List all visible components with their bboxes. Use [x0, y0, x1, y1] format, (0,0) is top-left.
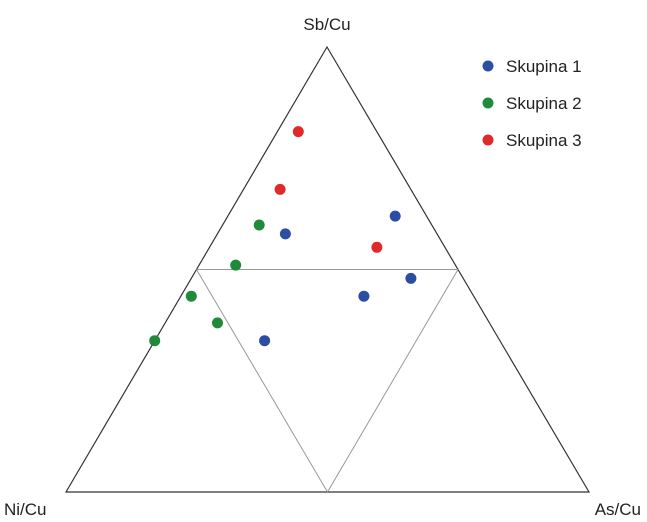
data-point-series-2-3: [185, 290, 197, 302]
vertex-labels: Sb/Cu Ni/Cu As/Cu: [4, 15, 641, 519]
legend-marker-2: [482, 97, 494, 109]
grid-line-right: [327, 269, 459, 493]
data-point-series-2-2: [230, 259, 242, 271]
data-point-series-1-3: [405, 272, 417, 284]
vertex-label-right: As/Cu: [595, 500, 641, 519]
legend-label-1: Skupina 1: [506, 57, 582, 76]
legend-label-3: Skupina 3: [506, 131, 582, 150]
data-point-series-3-3: [371, 241, 383, 253]
data-point-series-1-1: [389, 210, 401, 222]
grid-line-left: [196, 269, 328, 493]
vertex-label-left: Ni/Cu: [4, 500, 47, 519]
data-point-series-2-1: [253, 219, 265, 231]
vertex-label-top: Sb/Cu: [303, 15, 350, 34]
legend-marker-1: [482, 60, 494, 72]
data-point-series-3-2: [274, 183, 286, 195]
data-points: [149, 126, 417, 347]
data-point-series-1-2: [279, 228, 291, 240]
data-point-series-3-1: [292, 126, 304, 138]
data-point-series-2-4: [212, 317, 223, 329]
data-point-series-1-5: [259, 335, 271, 347]
legend-label-2: Skupina 2: [506, 94, 582, 113]
legend: Skupina 1 Skupina 2 Skupina 3: [482, 57, 582, 150]
data-point-series-2-5: [149, 335, 161, 347]
ternary-frame: [64, 45, 591, 493]
legend-marker-3: [482, 134, 494, 146]
data-point-series-1-4: [358, 290, 370, 302]
